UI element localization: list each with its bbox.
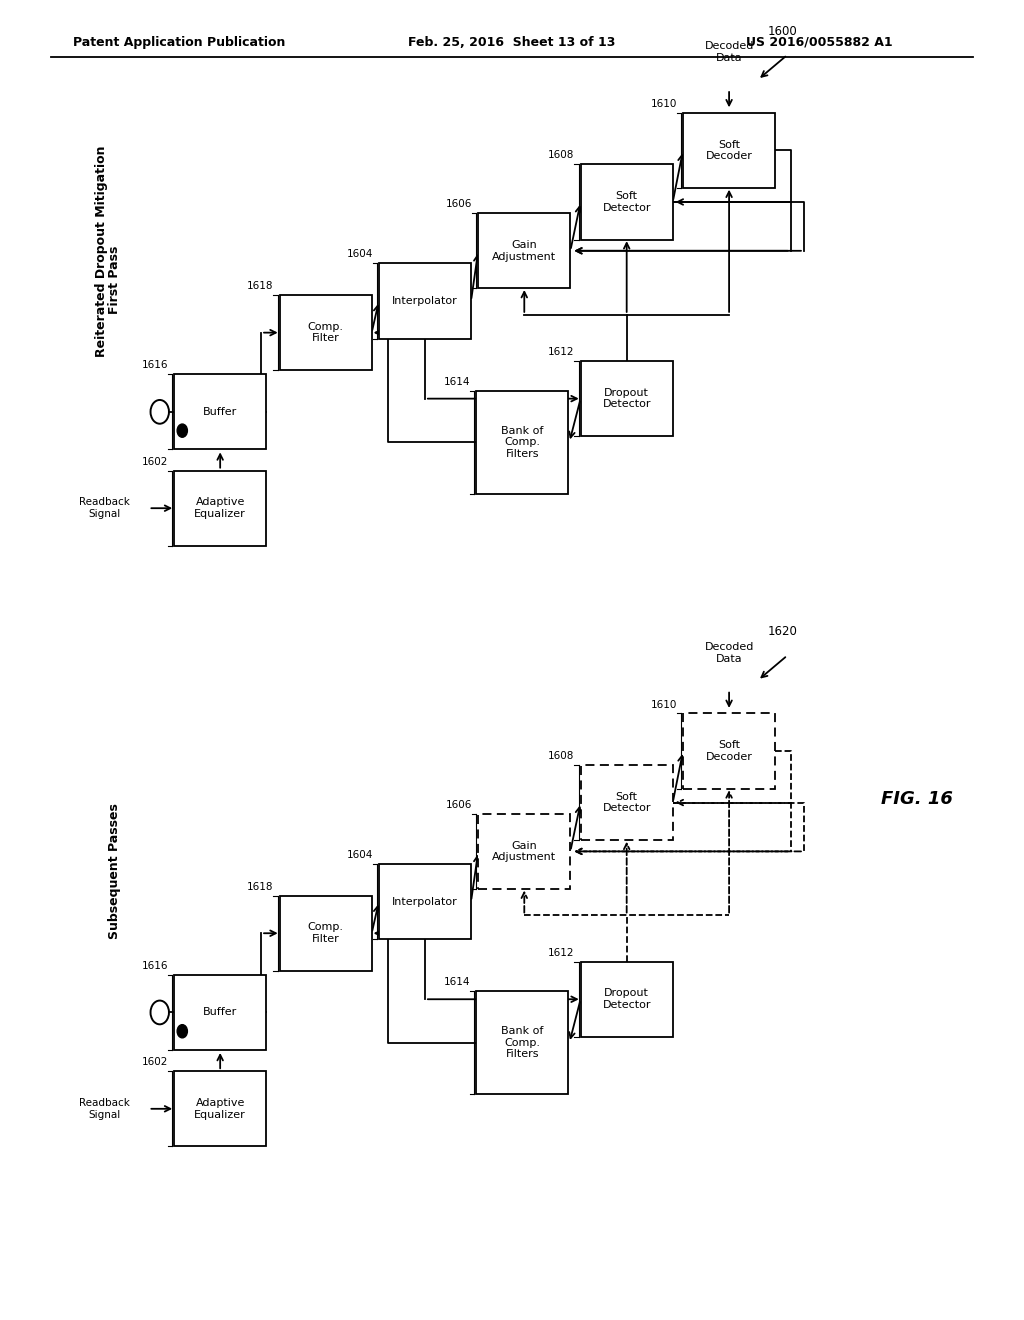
Text: 1604: 1604: [346, 850, 373, 861]
Text: Interpolator: Interpolator: [392, 896, 458, 907]
Bar: [379, 263, 471, 338]
Text: Readback
Signal: Readback Signal: [79, 1098, 130, 1119]
Text: Buffer: Buffer: [203, 407, 238, 417]
Text: 1610: 1610: [650, 99, 677, 110]
Bar: [478, 213, 570, 288]
Text: 1602: 1602: [141, 457, 168, 467]
Text: Decoded
Data: Decoded Data: [705, 642, 754, 664]
Text: 1608: 1608: [548, 150, 574, 161]
Bar: [174, 975, 266, 1051]
Text: Bank of
Comp.
Filters: Bank of Comp. Filters: [501, 1026, 544, 1060]
Text: Bank of
Comp.
Filters: Bank of Comp. Filters: [501, 425, 544, 459]
Bar: [280, 296, 372, 370]
Text: 1616: 1616: [141, 961, 168, 972]
Text: Gain
Adjustment: Gain Adjustment: [493, 240, 556, 261]
Text: Gain
Adjustment: Gain Adjustment: [493, 841, 556, 862]
Text: Reiterated Dropout Mitigation: Reiterated Dropout Mitigation: [95, 145, 108, 356]
Bar: [379, 865, 471, 940]
Text: 1616: 1616: [141, 360, 168, 371]
Text: Soft
Decoder: Soft Decoder: [706, 741, 753, 762]
Text: US 2016/0055882 A1: US 2016/0055882 A1: [745, 36, 893, 49]
Text: Adaptive
Equalizer: Adaptive Equalizer: [195, 1098, 246, 1119]
Bar: [476, 391, 568, 494]
Text: 1620: 1620: [767, 626, 798, 638]
Text: 1612: 1612: [548, 948, 574, 958]
Bar: [174, 375, 266, 449]
Text: 1608: 1608: [548, 751, 574, 760]
Bar: [683, 112, 775, 187]
Text: Dropout
Detector: Dropout Detector: [602, 989, 651, 1010]
Circle shape: [177, 1024, 187, 1038]
Bar: [581, 164, 673, 240]
Bar: [476, 991, 568, 1094]
Text: Feb. 25, 2016  Sheet 13 of 13: Feb. 25, 2016 Sheet 13 of 13: [409, 36, 615, 49]
Text: Buffer: Buffer: [203, 1007, 238, 1018]
Text: 1600: 1600: [767, 25, 798, 37]
Bar: [581, 961, 673, 1038]
Text: Soft
Detector: Soft Detector: [602, 191, 651, 213]
Text: FIG. 16: FIG. 16: [881, 789, 952, 808]
Bar: [581, 360, 673, 436]
Circle shape: [177, 424, 187, 437]
Text: 1602: 1602: [141, 1057, 168, 1067]
Bar: [478, 813, 570, 890]
Text: Decoded
Data: Decoded Data: [705, 41, 754, 63]
Bar: [174, 1072, 266, 1146]
Text: Patent Application Publication: Patent Application Publication: [73, 36, 286, 49]
Text: Dropout
Detector: Dropout Detector: [602, 388, 651, 409]
Text: 1618: 1618: [247, 281, 273, 290]
Text: Soft
Decoder: Soft Decoder: [706, 140, 753, 161]
Bar: [683, 713, 775, 789]
Text: 1612: 1612: [548, 347, 574, 358]
Bar: [581, 766, 673, 841]
Text: Interpolator: Interpolator: [392, 296, 458, 306]
Text: First Pass: First Pass: [109, 246, 121, 314]
Text: 1606: 1606: [445, 199, 472, 209]
Text: Soft
Detector: Soft Detector: [602, 792, 651, 813]
Text: Comp.
Filter: Comp. Filter: [307, 923, 344, 944]
Bar: [174, 470, 266, 546]
Text: 1618: 1618: [247, 882, 273, 892]
Text: 1604: 1604: [346, 249, 373, 260]
Text: Adaptive
Equalizer: Adaptive Equalizer: [195, 498, 246, 519]
Text: Comp.
Filter: Comp. Filter: [307, 322, 344, 343]
Text: Readback
Signal: Readback Signal: [79, 498, 130, 519]
Text: 1614: 1614: [443, 977, 470, 987]
Text: 1614: 1614: [443, 376, 470, 387]
Text: 1606: 1606: [445, 800, 472, 809]
Text: 1610: 1610: [650, 700, 677, 710]
Text: Subsequent Passes: Subsequent Passes: [109, 804, 121, 939]
Bar: [280, 896, 372, 972]
